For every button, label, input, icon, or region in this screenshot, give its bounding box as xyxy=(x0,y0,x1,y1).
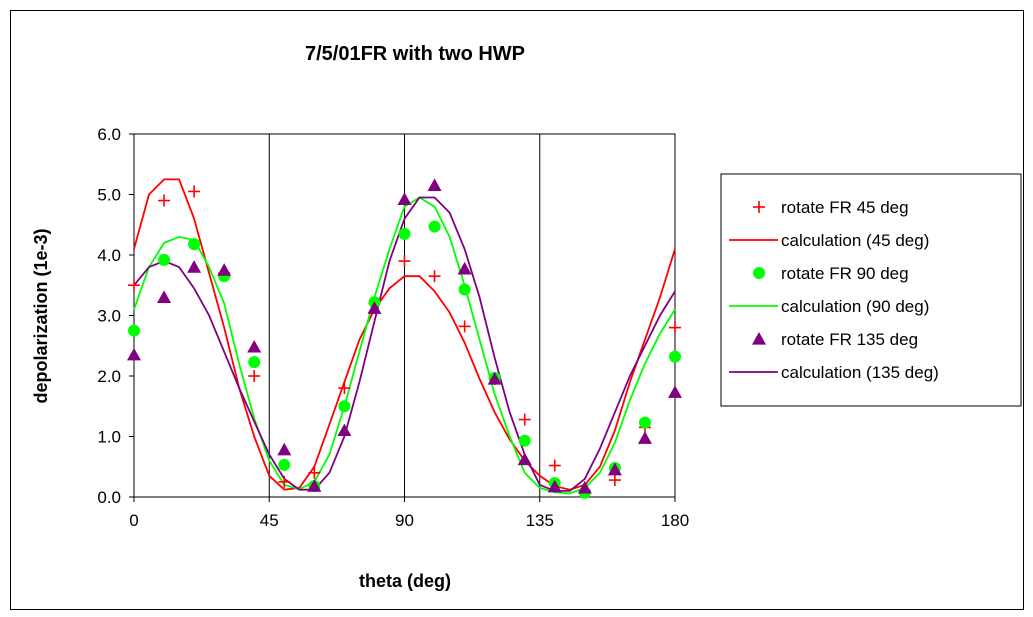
y-axis-label: depolarization (1e-3) xyxy=(31,228,51,403)
data-point xyxy=(248,356,261,369)
y-tick-label: 3.0 xyxy=(97,307,121,326)
data-point xyxy=(277,442,292,456)
data-point xyxy=(669,350,681,363)
x-tick-label: 0 xyxy=(129,511,138,530)
data-point xyxy=(188,238,201,251)
data-point xyxy=(518,434,531,447)
grid-lines xyxy=(268,134,541,497)
data-point xyxy=(607,462,622,476)
data-point xyxy=(547,479,562,493)
data-point xyxy=(398,255,411,268)
x-axis-label: theta (deg) xyxy=(359,571,451,591)
legend-label: calculation (90 deg) xyxy=(781,297,929,316)
data-point xyxy=(338,400,351,413)
data-point xyxy=(217,263,232,276)
data-point xyxy=(397,192,412,205)
series-line-5 xyxy=(133,196,676,492)
data-point xyxy=(278,458,291,471)
data-point xyxy=(308,466,321,479)
x-tick-label: 180 xyxy=(661,511,689,530)
legend-box xyxy=(720,173,1022,407)
data-point xyxy=(518,413,531,426)
data-point xyxy=(427,178,442,192)
data-point xyxy=(577,480,592,494)
data-point xyxy=(548,459,561,472)
data-point xyxy=(338,382,351,395)
legend-marker-swatch xyxy=(753,201,765,213)
legend-label: rotate FR 90 deg xyxy=(781,264,909,283)
data-point xyxy=(487,372,502,385)
data-point xyxy=(278,475,291,488)
data-point xyxy=(247,339,262,353)
y-tick-label: 1.0 xyxy=(97,428,121,447)
legend-item-5: calculation (135 deg) xyxy=(729,363,939,382)
legend-item-4: rotate FR 135 deg xyxy=(752,330,918,349)
data-point xyxy=(668,385,682,398)
data-point xyxy=(669,321,681,334)
x-tick-label: 135 xyxy=(526,511,554,530)
data-point xyxy=(458,283,471,296)
y-tick-label: 5.0 xyxy=(97,186,121,205)
data-point xyxy=(458,320,471,333)
legend-marker-swatch xyxy=(753,267,765,279)
data-point xyxy=(608,474,621,487)
data-point xyxy=(457,261,472,275)
chart-svg: 7/5/01FR with two HWP 0.0 1.0 2.0 3.0 4.0 5.0… xyxy=(31,43,1022,591)
y-tick-label: 2.0 xyxy=(97,367,121,386)
data-point xyxy=(128,279,140,292)
legend-item-0: rotate FR 45 deg xyxy=(753,198,909,217)
data-point xyxy=(158,253,171,266)
legend: rotate FR 45 deg calculation (45 deg) rota… xyxy=(720,173,1022,407)
legend-label: calculation (135 deg) xyxy=(781,363,939,382)
series-points xyxy=(127,178,682,499)
legend-item-2: rotate FR 90 deg xyxy=(753,264,909,283)
data-point xyxy=(428,220,441,233)
data-point xyxy=(127,347,141,361)
data-point xyxy=(428,270,441,283)
x-tick-label: 90 xyxy=(395,511,414,530)
data-point xyxy=(637,431,652,444)
legend-item-1: calculation (45 deg) xyxy=(729,231,929,250)
data-point xyxy=(367,301,382,314)
legend-label: rotate FR 45 deg xyxy=(781,198,909,217)
data-point xyxy=(188,185,201,198)
series-points-4 xyxy=(127,178,682,494)
legend-item-3: calculation (90 deg) xyxy=(729,297,929,316)
data-point xyxy=(128,324,140,337)
x-tick-label: 45 xyxy=(260,511,279,530)
legend-label: rotate FR 135 deg xyxy=(781,330,918,349)
y-tick-label: 4.0 xyxy=(97,246,121,265)
chart-title: 7/5/01FR with two HWP xyxy=(305,43,525,65)
y-tick-label: 0.0 xyxy=(97,488,121,507)
x-axis-ticks: 0 45 90 135 180 xyxy=(129,497,689,530)
data-point xyxy=(158,194,171,207)
y-tick-label: 6.0 xyxy=(97,125,121,144)
data-point xyxy=(157,290,172,303)
data-point xyxy=(398,227,411,240)
chart-frame: 7/5/01FR with two HWP 0.0 1.0 2.0 3.0 4.0 5.0… xyxy=(10,10,1024,610)
data-point xyxy=(517,452,532,466)
data-point xyxy=(337,423,352,437)
data-point xyxy=(307,479,322,492)
y-axis-ticks: 0.0 1.0 2.0 3.0 4.0 5.0 6.0 xyxy=(97,125,134,507)
data-point xyxy=(248,370,261,382)
data-point xyxy=(187,260,202,273)
legend-label: calculation (45 deg) xyxy=(781,231,929,250)
plot-area: 0.0 1.0 2.0 3.0 4.0 5.0 6.0 0 45 90 135 180 xyxy=(97,125,689,530)
legend-marker-swatch xyxy=(752,332,766,345)
data-point xyxy=(638,416,651,429)
